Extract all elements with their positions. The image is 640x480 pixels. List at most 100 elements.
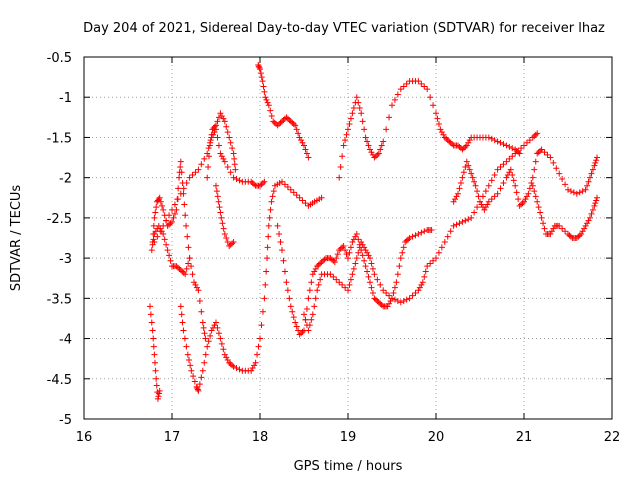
data-point: [485, 134, 492, 141]
data-point: [342, 137, 349, 144]
data-point: [163, 217, 170, 224]
data-point: [471, 209, 478, 216]
data-point: [214, 118, 221, 125]
data-point: [444, 137, 451, 144]
data-point: [440, 131, 447, 138]
data-point: [532, 158, 539, 165]
data-point: [156, 387, 163, 394]
data-point: [287, 118, 294, 125]
data-point: [468, 170, 475, 177]
grid: [84, 57, 612, 419]
data-point: [415, 78, 422, 85]
x-tick-label: 17: [164, 430, 181, 445]
series-track-9: [274, 222, 435, 338]
data-point: [301, 311, 307, 318]
data-point: [491, 137, 498, 144]
data-point: [389, 102, 395, 109]
data-point: [183, 222, 190, 229]
data-point: [371, 295, 378, 302]
x-tick-label: 16: [76, 430, 93, 445]
data-point: [591, 162, 598, 169]
data-point: [330, 273, 337, 280]
data-point: [367, 146, 373, 153]
data-point: [296, 194, 303, 201]
data-point: [334, 251, 341, 258]
data-point: [183, 265, 190, 272]
data-point: [227, 139, 234, 146]
data-point: [187, 362, 194, 369]
data-point: [204, 174, 211, 181]
data-point: [164, 247, 171, 254]
data-point: [257, 182, 263, 189]
data-point: [430, 257, 437, 264]
data-point: [287, 186, 294, 193]
data-point: [214, 134, 221, 141]
data-point: [264, 255, 271, 262]
data-point: [350, 265, 357, 272]
data-point: [550, 159, 557, 166]
data-point: [207, 332, 214, 339]
ticks: 16 17 18 19 20 21 22 -0.5 -1 -1.5 -2 -2.5 -3 -3.5 -4 -4…: [47, 51, 621, 445]
data-point: [375, 150, 382, 157]
data-point: [534, 130, 541, 137]
data-point: [314, 263, 321, 270]
data-point: [169, 218, 175, 225]
data-point: [177, 303, 184, 310]
data-point: [455, 190, 461, 197]
data-point: [205, 145, 212, 152]
data-point: [220, 346, 227, 353]
data-point: [255, 343, 262, 350]
data-point: [352, 233, 359, 240]
data-point: [453, 193, 460, 200]
data-point: [359, 252, 366, 259]
data-point: [380, 138, 387, 145]
data-point: [317, 276, 324, 283]
data-point: [456, 220, 463, 227]
data-point: [374, 276, 381, 283]
data-point: [161, 236, 168, 243]
data-point: [394, 91, 401, 98]
data-point: [298, 330, 305, 337]
data-point: [188, 263, 195, 270]
data-point: [371, 271, 378, 278]
data-point: [194, 385, 201, 392]
data-point: [422, 268, 429, 275]
data-point: [177, 190, 184, 197]
data-point: [159, 202, 166, 209]
data-point: [497, 185, 504, 192]
data-point: [154, 395, 161, 402]
data-point: [211, 322, 218, 329]
data-point: [349, 271, 356, 278]
data-point: [263, 268, 270, 275]
data-point: [167, 220, 174, 227]
data-point: [503, 142, 510, 149]
data-point: [201, 155, 208, 162]
data-point: [419, 279, 426, 286]
data-point: [193, 284, 200, 291]
data-point: [333, 276, 340, 283]
data-point: [503, 174, 510, 181]
data-point: [215, 114, 222, 121]
data-point: [383, 289, 390, 296]
data-point: [503, 158, 510, 165]
data-point: [556, 222, 563, 229]
data-point: [365, 142, 372, 149]
data-point: [177, 158, 184, 165]
data-point: [340, 243, 347, 250]
data-point: [166, 221, 173, 228]
data-point: [148, 319, 155, 326]
data-point: [305, 295, 312, 302]
data-point: [391, 96, 398, 103]
data-point: [507, 166, 514, 173]
data-point: [355, 99, 362, 106]
data-point: [171, 201, 178, 208]
data-point: [427, 94, 434, 101]
data-point: [200, 324, 207, 331]
data-point: [421, 228, 428, 235]
data-point: [188, 367, 195, 374]
data-point: [588, 210, 595, 217]
data-point: [178, 311, 185, 318]
data-point: [430, 102, 437, 109]
data-point: [236, 177, 243, 184]
data-point: [311, 268, 318, 275]
